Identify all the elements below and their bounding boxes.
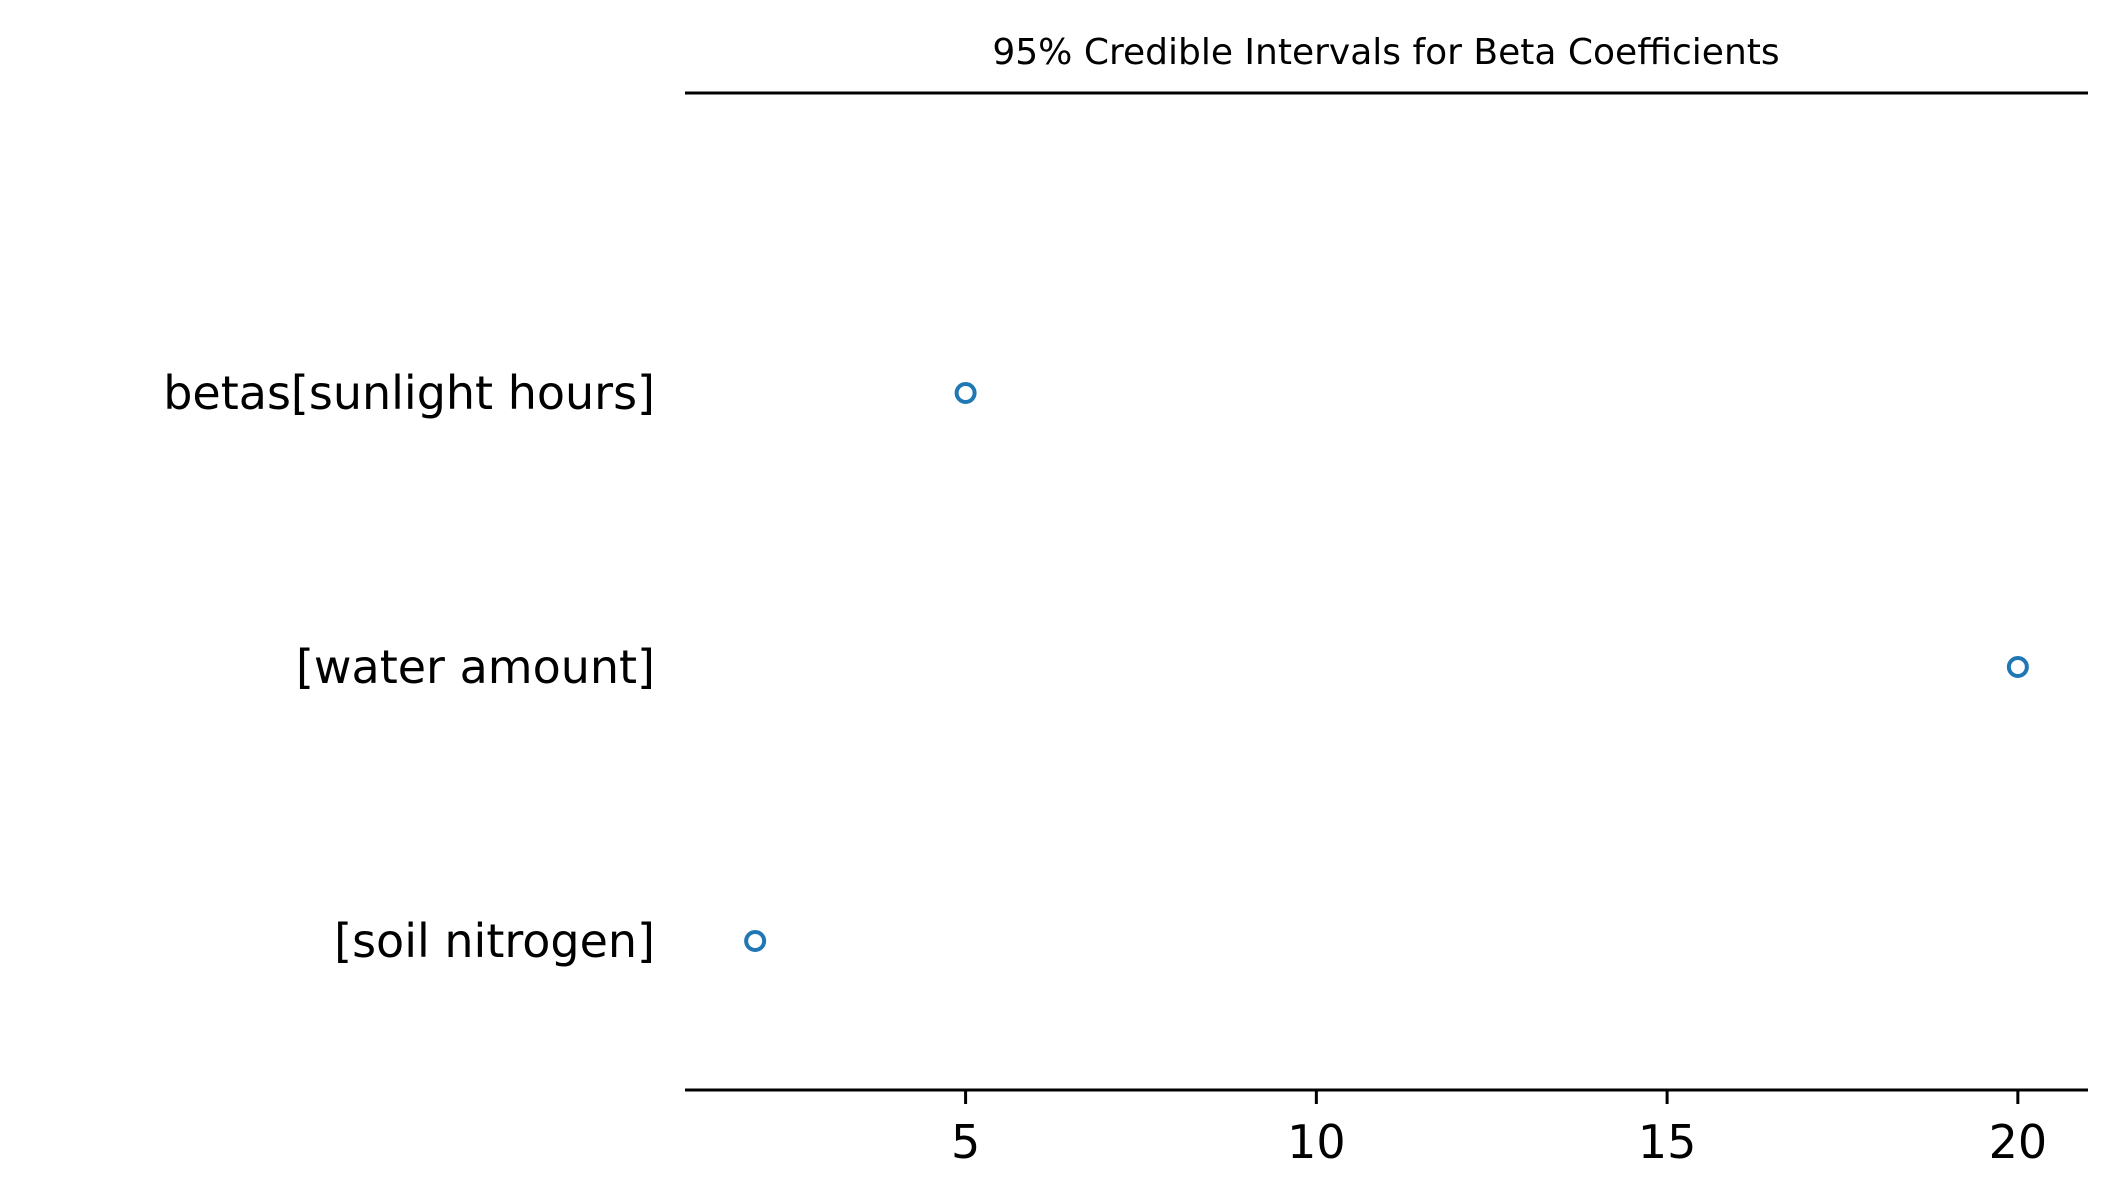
point-estimate-marker xyxy=(954,382,977,404)
x-axis-ticks: 5 10 15 20 xyxy=(951,1090,2047,1169)
x-tick-label: 10 xyxy=(1287,1115,1346,1169)
x-tick-label: 5 xyxy=(951,1115,980,1169)
y-tick-labels: betas[sunlight hours] [water amount] [soil… xyxy=(163,366,655,968)
point-estimates xyxy=(744,382,2029,952)
point-estimate-marker xyxy=(744,930,767,952)
x-tick-label: 15 xyxy=(1638,1115,1697,1169)
point-estimate-marker xyxy=(2006,656,2029,678)
y-tick-label: betas[sunlight hours] xyxy=(163,366,655,420)
y-tick-label: [soil nitrogen] xyxy=(334,914,655,968)
chart-title: 95% Credible Intervals for Beta Coeffici… xyxy=(992,32,1779,73)
y-tick-label: [water amount] xyxy=(296,640,655,694)
x-tick-label: 20 xyxy=(1989,1115,2048,1169)
